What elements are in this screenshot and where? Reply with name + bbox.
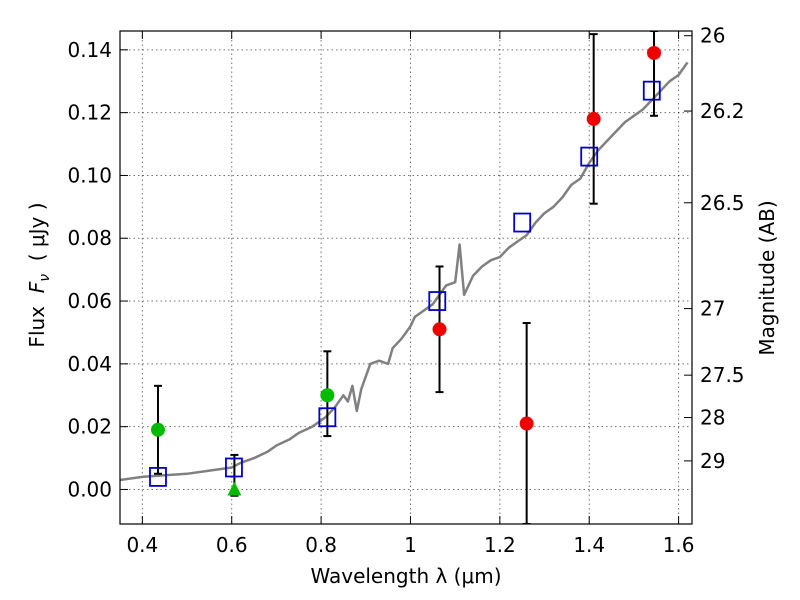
observed-point — [519, 416, 534, 431]
right-tick-label: 26.5 — [700, 191, 745, 215]
model-photometry-square — [642, 80, 661, 101]
observed-point — [647, 45, 662, 60]
plot-area — [120, 31, 689, 524]
upper-limit-triangle — [227, 481, 242, 496]
right-tick-label: 27 — [700, 297, 725, 321]
observed-point — [432, 322, 447, 337]
observed-point — [320, 388, 335, 403]
y-axis-label-right: Magnitude (AB) — [755, 200, 779, 355]
right-tick-label: 27.5 — [700, 363, 745, 387]
observed-point — [586, 111, 601, 126]
x-axis-label: Wavelength λ (μm) — [310, 564, 501, 588]
model-photometry-square — [580, 146, 599, 167]
right-tick-label: 28 — [700, 406, 725, 430]
y-tick-label: 0.02 — [67, 415, 112, 439]
model-photometry-square — [149, 466, 167, 487]
model-photometry-square — [225, 457, 243, 478]
right-tick-label: 26.2 — [700, 99, 745, 123]
y-tick-label: 0.04 — [67, 352, 112, 376]
y-axis-label-suffix: ( μJy ) — [25, 202, 49, 274]
y-tick-label: 0.10 — [67, 163, 112, 187]
y-tick-label: 0.08 — [67, 226, 112, 250]
y-tick-label: 0.14 — [67, 38, 112, 62]
right-tick-label: 29 — [700, 449, 725, 473]
x-tick-label: 1 — [404, 533, 417, 557]
ticks: 0.4 0.6 0.8 1 1.2 1.4 1.6 0.00 0.02 0.04 0.06 0.08 0… — [67, 24, 744, 557]
grid — [120, 31, 692, 524]
y-axis-label-prefix: Flux — [25, 293, 49, 347]
y-tick-label: 0.06 — [67, 289, 112, 313]
x-tick-label: 1.2 — [484, 533, 516, 557]
x-tick-label: 0.6 — [216, 533, 248, 557]
plot-frame — [119, 30, 693, 525]
right-tick-label: 26 — [700, 24, 725, 48]
y-axis-label-left: Flux Fν ( μJy ) — [25, 202, 53, 347]
y-tick-label: 0.00 — [67, 477, 112, 501]
y-tick-label: 0.12 — [67, 101, 112, 125]
x-tick-label: 1.6 — [663, 533, 695, 557]
observed-point — [150, 422, 165, 437]
model-photometry-square — [428, 291, 447, 311]
y-axis-label-subscript: ν — [37, 274, 53, 282]
y-axis-label-symbol: F — [25, 281, 49, 293]
x-tick-label: 0.8 — [305, 533, 337, 557]
model-photometry-square — [513, 212, 532, 233]
model-photometry-square — [318, 407, 337, 428]
x-tick-label: 1.4 — [573, 533, 605, 557]
x-tick-label: 0.4 — [126, 533, 158, 557]
